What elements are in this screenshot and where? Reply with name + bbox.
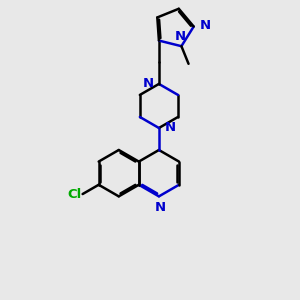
Text: N: N — [200, 19, 211, 32]
Text: N: N — [174, 30, 185, 43]
Text: N: N — [164, 122, 175, 134]
Text: N: N — [142, 77, 154, 90]
Text: N: N — [155, 201, 166, 214]
Text: Cl: Cl — [67, 188, 81, 200]
